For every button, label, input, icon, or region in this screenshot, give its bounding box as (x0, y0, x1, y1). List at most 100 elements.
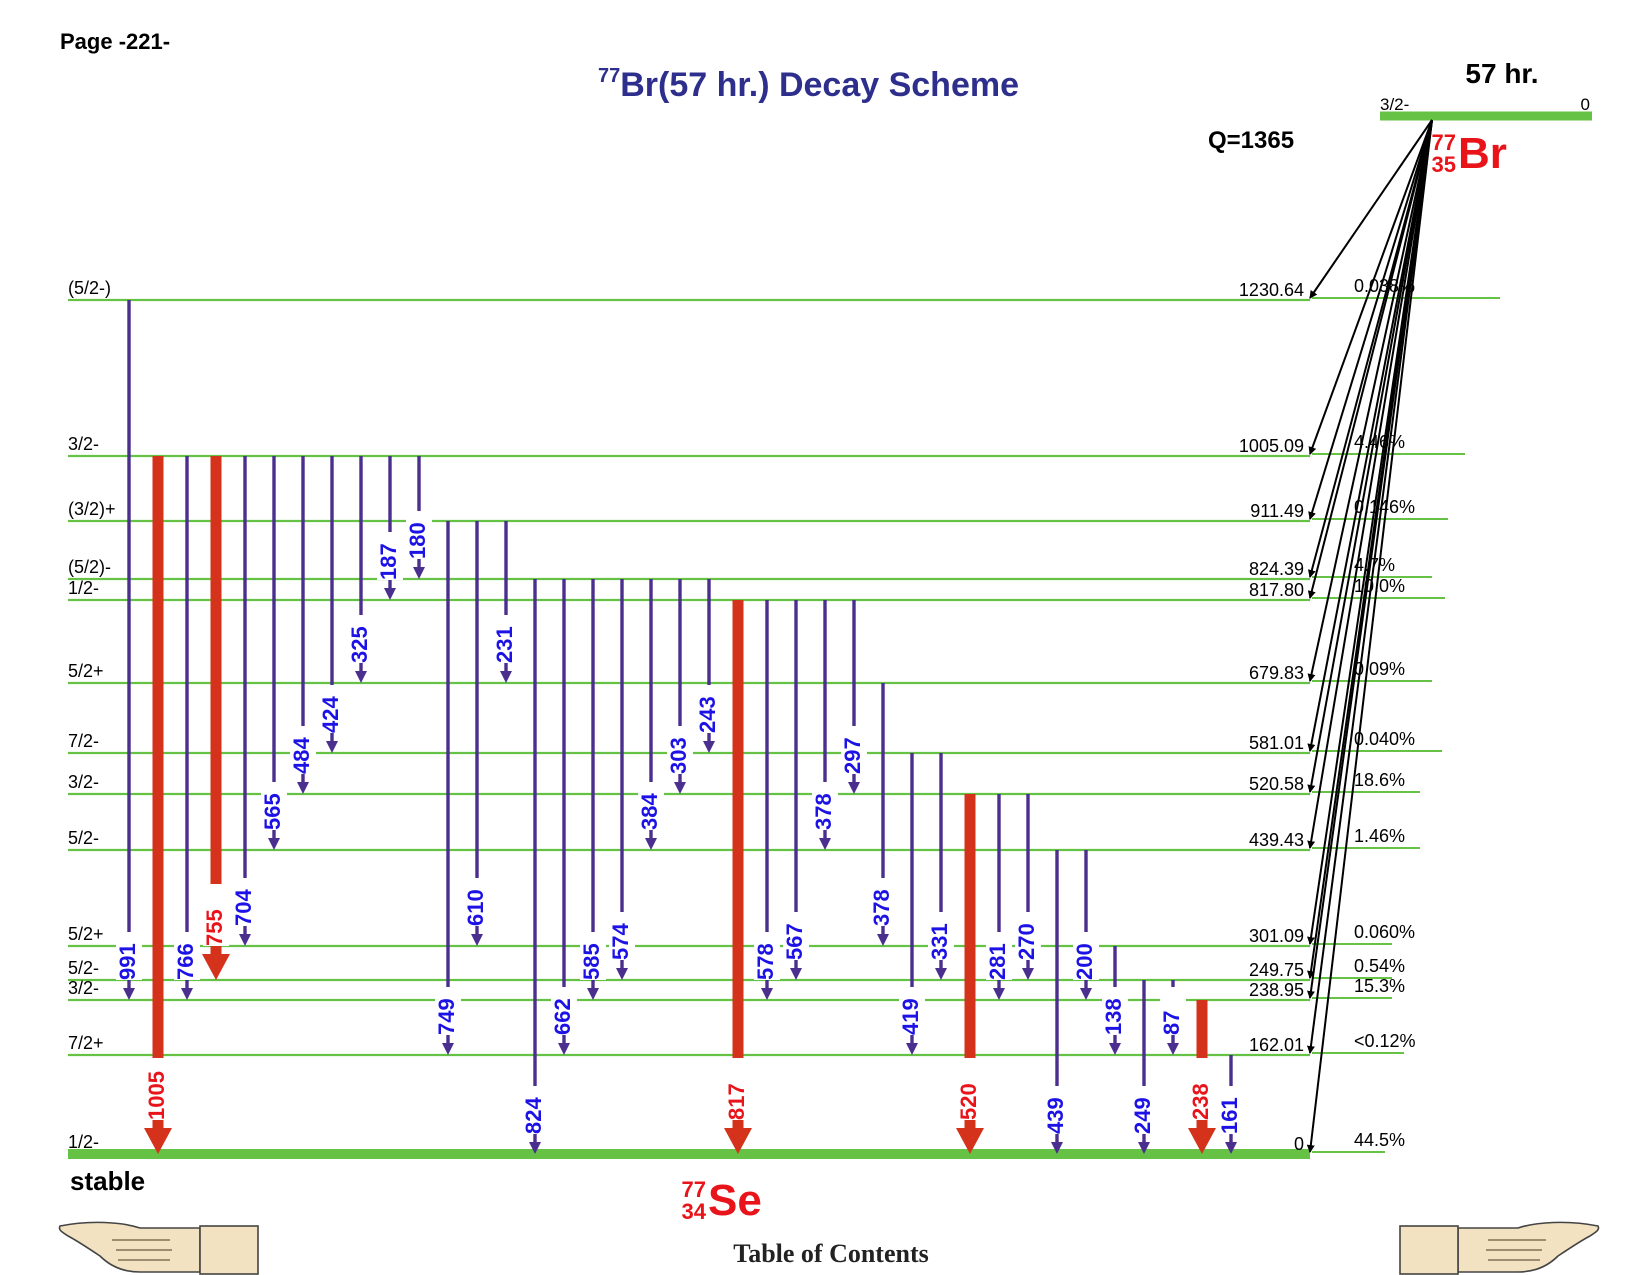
title-mass-number: 77 (598, 65, 620, 87)
gamma-energy-label: 766 (173, 943, 198, 980)
gamma-arrowhead (1225, 1142, 1237, 1154)
gamma-label-backdrop (812, 782, 838, 830)
gamma-439: 439 (1043, 850, 1070, 1154)
gamma-label-backdrop (580, 932, 606, 980)
gamma-180: 180 (405, 456, 432, 579)
gamma-578: 578 (753, 600, 780, 1000)
gamma-161: 161 (1217, 1055, 1244, 1154)
gamma-label-backdrop (1189, 1058, 1215, 1120)
gamma-325: 325 (347, 456, 374, 683)
gamma-arrowhead (384, 588, 396, 600)
gamma-187: 187 (376, 456, 403, 600)
daughter-atomic-number: 34 (682, 1199, 707, 1224)
level-824.39: (5/2)- 824.39 (68, 557, 1310, 581)
gamma-label-backdrop (435, 987, 461, 1035)
gamma-label-backdrop (783, 912, 809, 960)
beta-line (1307, 119, 1433, 682)
gamma-arrowhead (956, 1128, 984, 1154)
gamma-label-backdrop (290, 726, 316, 774)
gamma-label-backdrop (1073, 932, 1099, 980)
level-0: 1/2- 0 (68, 1132, 1310, 1159)
gamma-energy-label: 662 (550, 998, 575, 1035)
gamma-384: 384 (637, 579, 664, 850)
gamma-231: 231 (492, 521, 519, 683)
q-value: Q=1365 (1208, 127, 1294, 154)
level-spin: (5/2-) (68, 278, 111, 298)
gamma-138: 138 (1101, 946, 1128, 1055)
beta-feed-lines: 0.038%4.46%0.146%4.7%10.0%0.09%0.040%18.… (1306, 119, 1500, 1153)
gamma-238: 238 (1188, 1000, 1216, 1154)
beta-feed-intensity: 18.6% (1354, 770, 1405, 790)
gamma-energy-label: 817 (724, 1083, 749, 1120)
gamma-766: 766 (173, 456, 200, 1000)
gamma-arrowhead (703, 741, 715, 753)
gamma-label-backdrop (725, 1058, 751, 1120)
gamma-label-backdrop (1102, 987, 1128, 1035)
gamma-arrowhead (1167, 1043, 1179, 1055)
gamma-arrowhead (123, 988, 135, 1000)
gamma-energy-label: 704 (231, 889, 256, 926)
gamma-label-backdrop (870, 878, 896, 926)
level-energy: 162.01 (1249, 1035, 1304, 1055)
beta-feed-intensity: 4.46% (1354, 432, 1405, 452)
level-817.80: 1/2- 817.80 (68, 578, 1310, 602)
gamma-arrowhead (413, 567, 425, 579)
beta-line (1308, 119, 1433, 455)
gamma-249: 249 (1130, 980, 1157, 1154)
gamma-arrowhead (1022, 968, 1034, 980)
beta-feed-162.01: <0.12% (1306, 119, 1433, 1054)
gamma-arrowhead (877, 934, 889, 946)
daughter-mass-number: 77 (682, 1177, 706, 1202)
beta-feed-intensity: 1.46% (1354, 826, 1405, 846)
gamma-energy-label: 755 (202, 909, 227, 946)
level-energy: 817.80 (1249, 580, 1304, 600)
gamma-arrowhead (1080, 988, 1092, 1000)
level-spin: 1/2- (68, 1132, 99, 1152)
gamma-label-backdrop (986, 932, 1012, 980)
table-of-contents-link[interactable]: Table of Contents (733, 1239, 929, 1268)
gamma-567: 567 (782, 600, 809, 980)
gamma-arrowhead (587, 988, 599, 1000)
gamma-arrowhead (848, 782, 860, 794)
gamma-energy-label: 187 (376, 543, 401, 580)
gamma-energy-label: 281 (985, 943, 1010, 980)
beta-line (1307, 119, 1433, 849)
gamma-arrowhead (181, 988, 193, 1000)
gamma-arrowhead (616, 968, 628, 980)
level-spin: (5/2)- (68, 557, 111, 577)
gamma-arrowhead (355, 671, 367, 683)
previous-page-hand-icon[interactable] (58, 1221, 259, 1275)
level-911.49: (3/2)+ 911.49 (68, 499, 1310, 523)
gamma-378: 378 (869, 683, 896, 946)
level-spin: 7/2- (68, 731, 99, 751)
gamma-297: 297 (840, 600, 867, 794)
gamma-270: 270 (1014, 794, 1041, 980)
next-page-hand-icon[interactable] (1399, 1221, 1600, 1275)
gamma-755: 755 (202, 456, 230, 980)
parent-energy: 0 (1581, 95, 1590, 114)
gamma-565: 565 (260, 456, 287, 850)
gamma-energy-label: 249 (1130, 1097, 1155, 1134)
beta-line (1307, 119, 1433, 599)
gamma-610: 610 (463, 521, 490, 946)
gamma-281: 281 (985, 794, 1012, 1000)
gamma-arrowhead (819, 838, 831, 850)
daughter-isotope-label: 77 34 Se (682, 1176, 762, 1225)
beta-feed-intensity: 0.060% (1354, 922, 1415, 942)
gamma-energy-label: 567 (782, 923, 807, 960)
level-energy: 679.83 (1249, 663, 1304, 683)
level-energy: 581.01 (1249, 733, 1304, 753)
beta-feed-intensity: 0.040% (1354, 729, 1415, 749)
gamma-arrowhead (471, 934, 483, 946)
diagram-title: 77Br(57 hr.) Decay Scheme (598, 65, 1019, 104)
beta-feed-581.01: 0.040% (1307, 119, 1442, 752)
parent-isotope-label: 77 35 Br (1432, 129, 1507, 178)
gamma-energy-label: 824 (521, 1097, 546, 1134)
gamma-energy-label: 238 (1188, 1083, 1213, 1120)
beta-feed-238.95: 15.3% (1307, 119, 1433, 999)
gamma-label-backdrop (1015, 912, 1041, 960)
gamma-arrowhead (144, 1128, 172, 1154)
gamma-label-backdrop (1160, 987, 1186, 1035)
gamma-484: 484 (289, 456, 316, 794)
